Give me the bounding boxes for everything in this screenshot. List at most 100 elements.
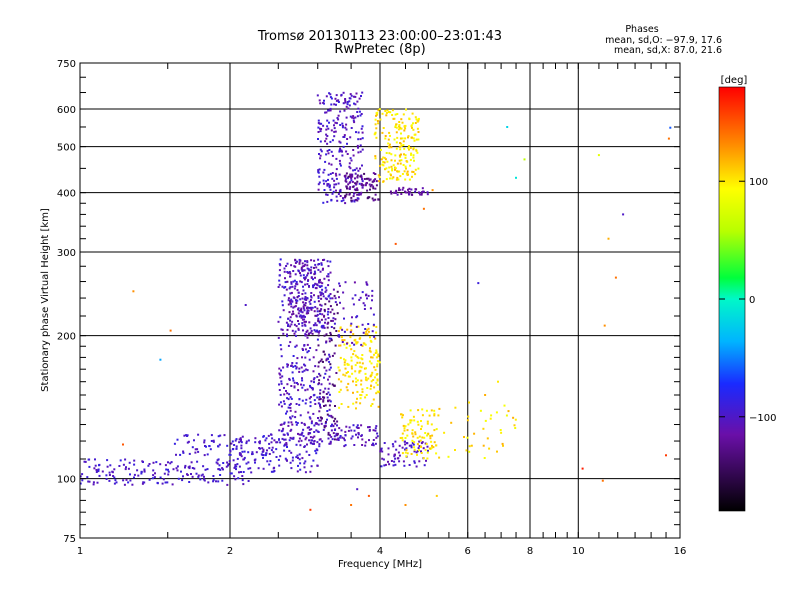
data-point	[309, 347, 312, 349]
data-point	[233, 475, 236, 478]
data-point	[370, 373, 373, 376]
data-point	[327, 437, 330, 440]
data-point	[361, 362, 364, 365]
data-point	[241, 479, 244, 482]
data-point	[417, 138, 420, 141]
data-point	[289, 301, 292, 304]
data-point	[326, 119, 329, 122]
data-point	[125, 466, 127, 469]
data-point	[335, 183, 338, 186]
data-point	[113, 476, 116, 479]
data-point	[327, 275, 330, 278]
data-point	[338, 436, 341, 439]
data-point	[279, 441, 282, 444]
data-point	[373, 335, 376, 338]
data-point	[417, 423, 420, 426]
data-point	[235, 445, 238, 448]
data-point	[322, 201, 325, 204]
data-point	[408, 187, 411, 190]
data-point	[420, 428, 422, 430]
data-point	[279, 316, 282, 319]
data-point	[339, 195, 342, 197]
data-point	[482, 444, 485, 447]
data-point	[390, 460, 393, 462]
data-point	[315, 266, 318, 269]
data-point	[234, 439, 237, 442]
data-point	[304, 348, 307, 351]
data-point	[313, 270, 316, 273]
data-point	[428, 447, 431, 450]
data-point	[361, 388, 364, 391]
data-point	[400, 142, 403, 145]
data-point	[395, 123, 398, 126]
data-point	[463, 436, 465, 438]
data-point	[467, 415, 470, 418]
data-point	[326, 184, 329, 187]
data-point	[321, 325, 323, 328]
data-point	[390, 159, 393, 162]
data-point	[295, 403, 298, 405]
data-point	[229, 450, 232, 453]
data-point	[381, 450, 384, 453]
data-point	[348, 181, 351, 184]
data-point	[378, 108, 381, 111]
data-point	[396, 136, 399, 139]
data-point	[337, 439, 340, 441]
data-point	[206, 468, 209, 471]
data-point	[361, 354, 364, 356]
data-point	[355, 401, 358, 404]
data-point	[330, 435, 333, 438]
data-point	[424, 448, 427, 451]
data-point	[404, 443, 407, 446]
data-point	[356, 100, 359, 103]
data-point	[325, 133, 328, 136]
data-point	[365, 330, 368, 333]
data-point	[354, 377, 357, 380]
data-point	[380, 448, 383, 451]
data-point	[468, 401, 470, 404]
data-point	[284, 457, 287, 460]
data-point	[283, 294, 286, 297]
data-point	[288, 378, 291, 381]
data-point	[488, 447, 491, 450]
data-point	[344, 194, 347, 197]
data-point	[379, 118, 382, 121]
data-point	[411, 112, 414, 115]
data-point	[346, 362, 349, 365]
data-point	[345, 386, 348, 389]
data-point	[326, 357, 329, 360]
data-point	[350, 179, 353, 182]
data-point	[234, 465, 237, 468]
data-point	[368, 179, 371, 182]
data-point	[294, 305, 297, 308]
data-point	[324, 318, 327, 321]
data-point	[330, 414, 333, 417]
data-point	[387, 460, 389, 463]
data-point	[309, 327, 312, 330]
stats-o-mode: mean, sd,O: −97.9, 17.6	[605, 35, 722, 46]
data-point	[153, 476, 156, 479]
data-point	[404, 437, 407, 439]
data-point	[359, 296, 362, 299]
data-point	[320, 263, 323, 266]
data-point	[382, 164, 385, 167]
data-point	[164, 481, 167, 484]
data-point	[352, 169, 355, 172]
data-point	[282, 427, 285, 430]
data-point	[409, 191, 412, 194]
data-point	[327, 284, 330, 287]
data-point	[319, 392, 322, 395]
data-point	[331, 308, 334, 311]
data-point	[313, 377, 316, 380]
data-point	[346, 101, 349, 103]
data-point	[352, 391, 354, 394]
data-point	[406, 434, 409, 437]
data-point	[297, 308, 299, 311]
data-point	[340, 403, 343, 405]
data-point	[387, 138, 390, 141]
data-point	[398, 154, 401, 157]
data-point	[292, 355, 295, 357]
phase-stats: Phases mean, sd,O: −97.9, 17.6 mean, sd,…	[605, 24, 722, 56]
data-point	[304, 324, 307, 327]
